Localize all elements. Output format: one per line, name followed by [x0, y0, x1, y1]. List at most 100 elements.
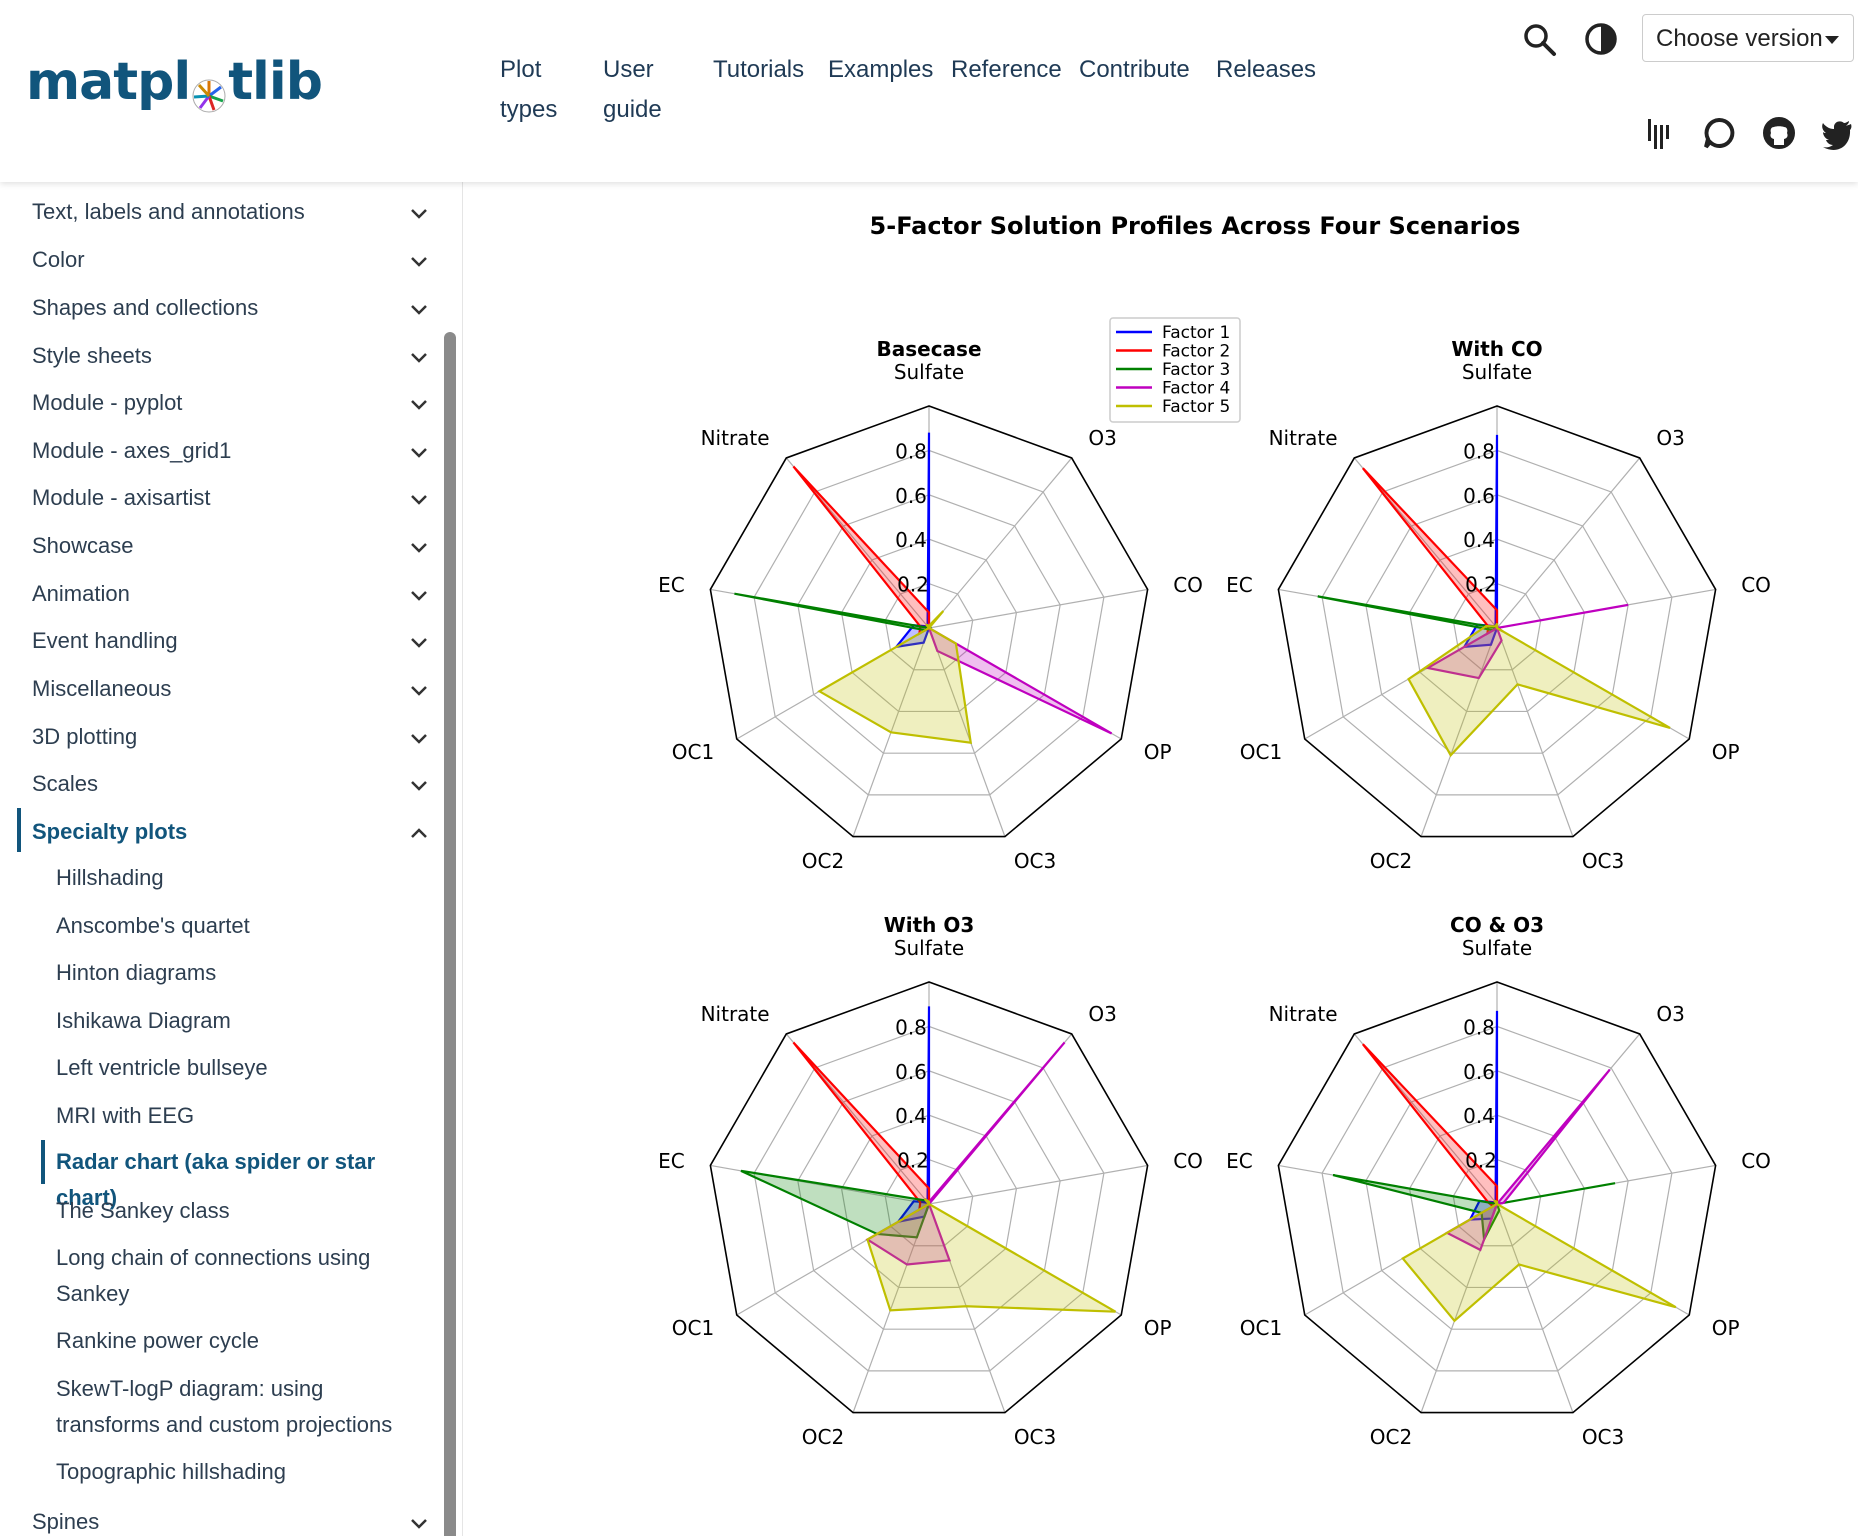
- spoke-label: OC3: [1582, 849, 1624, 873]
- sidebar-item[interactable]: Module - pyplot: [32, 390, 183, 415]
- radar-frame: [709, 981, 1149, 1414]
- nav-examples[interactable]: Examples: [828, 56, 934, 83]
- spoke-label: Nitrate: [1269, 1002, 1338, 1026]
- sidebar-subitem[interactable]: Topographic hillshading: [56, 1459, 286, 1484]
- active-page-indicator: [41, 1140, 45, 1184]
- rgrid-label: 0.6: [1463, 1060, 1495, 1084]
- rgrid-label: 0.2: [897, 1149, 929, 1173]
- chevron-down-icon[interactable]: [408, 298, 430, 320]
- spoke-label: EC: [1226, 1149, 1253, 1173]
- rgrid-label: 0.6: [895, 484, 927, 508]
- chevron-down-icon[interactable]: [408, 679, 430, 701]
- sidebar-item[interactable]: Color: [32, 247, 85, 272]
- chevron-down-icon[interactable]: [408, 488, 430, 510]
- spoke-label: OP: [1712, 740, 1740, 764]
- sidebar-item[interactable]: 3D plotting: [32, 724, 138, 749]
- spoke-line: [1496, 627, 1574, 837]
- rgrid-label: 0.8: [1463, 439, 1495, 463]
- spoke-line: [928, 588, 1148, 629]
- sidebar-item[interactable]: Module - axisartist: [32, 485, 211, 510]
- caret-down-icon: [1825, 36, 1839, 44]
- search-icon[interactable]: [1522, 22, 1558, 58]
- series-5-polygon: [1407, 623, 1671, 758]
- spoke-line: [852, 1203, 930, 1413]
- nav-tutorials[interactable]: Tutorials: [713, 56, 805, 83]
- rgrid-label: 0.2: [1465, 1149, 1497, 1173]
- chevron-down-icon[interactable]: [408, 774, 430, 796]
- sidebar-item[interactable]: Module - axes_grid1: [32, 438, 232, 463]
- spoke-label: O3: [1656, 1002, 1684, 1026]
- github-icon[interactable]: [1762, 116, 1796, 150]
- nav-contribute[interactable]: Contribute: [1079, 56, 1190, 83]
- sidebar-subitem[interactable]: MRI with EEG: [56, 1103, 195, 1128]
- sidebar-item[interactable]: Style sheets: [32, 343, 152, 368]
- chevron-down-icon[interactable]: [408, 536, 430, 558]
- nav-plot-types[interactable]: Plot types: [500, 56, 558, 123]
- sidebar-item[interactable]: Text, labels and annotations: [32, 199, 305, 224]
- rgrid-label: 0.8: [895, 1015, 927, 1039]
- series-5-polygon: [1401, 1199, 1677, 1323]
- chevron-down-icon[interactable]: [408, 631, 430, 653]
- sidebar-item[interactable]: Animation: [32, 581, 130, 606]
- sidebar-item[interactable]: Spines: [32, 1509, 100, 1534]
- spoke-label: Sulfate: [1462, 936, 1532, 960]
- spoke-label: OC1: [1240, 1316, 1282, 1340]
- sidebar-subitem[interactable]: SkewT-logP diagram: using transforms and…: [56, 1376, 393, 1437]
- sidebar-subitem-radar-chart[interactable]: Radar chart (aka spider or star chart): [56, 1149, 376, 1210]
- discourse-icon[interactable]: [1702, 116, 1736, 150]
- series-5-polygon: [866, 1197, 1117, 1313]
- matplotlib-logo[interactable]: matpl tlib: [26, 52, 323, 113]
- sidebar-nav: Text, labels and annotations Color Shape…: [0, 182, 463, 1536]
- legend-label: Factor 2: [1162, 342, 1230, 362]
- radar-frame: [1277, 981, 1717, 1414]
- spoke-label: O3: [1088, 1002, 1116, 1026]
- nav-reference[interactable]: Reference: [951, 56, 1062, 83]
- twitter-icon[interactable]: [1820, 116, 1854, 150]
- chevron-up-icon[interactable]: [408, 822, 430, 844]
- spoke-label: OP: [1712, 1316, 1740, 1340]
- spoke-label: OC3: [1014, 849, 1056, 873]
- chevron-down-icon[interactable]: [408, 202, 430, 224]
- sidebar-item[interactable]: Scales: [32, 771, 99, 796]
- main-content: 5-Factor Solution Profiles Across Four S…: [470, 182, 1858, 1536]
- figure-title: 5-Factor Solution Profiles Across Four S…: [869, 212, 1521, 240]
- sidebar-subitem[interactable]: The Sankey class: [56, 1198, 230, 1223]
- rgrid-label: 0.4: [895, 528, 927, 552]
- spoke-label: OC2: [1370, 849, 1412, 873]
- nav-releases[interactable]: Releases: [1216, 56, 1317, 83]
- sidebar-subitem[interactable]: Rankine power cycle: [56, 1328, 259, 1353]
- grid-ring: [884, 1158, 974, 1247]
- sidebar-subitem[interactable]: Hinton diagrams: [56, 960, 217, 985]
- chevron-down-icon[interactable]: [408, 1512, 430, 1534]
- sidebar-subitem[interactable]: Anscombe's quartet: [56, 913, 250, 938]
- top-navbar: matpl tlib Plot types User guide Tutorial…: [0, 0, 1858, 182]
- chevron-down-icon[interactable]: [408, 727, 430, 749]
- version-dropdown[interactable]: Choose version: [1642, 14, 1854, 62]
- spoke-label: CO: [1173, 1149, 1203, 1173]
- grid-ring: [1321, 1025, 1673, 1372]
- rgrid-label: 0.4: [1463, 1104, 1495, 1128]
- chevron-down-icon[interactable]: [408, 584, 430, 606]
- sidebar-item[interactable]: Showcase: [32, 533, 134, 558]
- theme-toggle-icon[interactable]: [1584, 22, 1618, 56]
- sidebar-subitem[interactable]: Long chain of connections using Sankey: [56, 1245, 371, 1306]
- sidebar-item[interactable]: Miscellaneous: [32, 676, 172, 701]
- spoke-label: CO: [1741, 1149, 1771, 1173]
- grid-ring: [1365, 1070, 1629, 1330]
- chevron-down-icon[interactable]: [408, 346, 430, 368]
- spoke-label: Sulfate: [1462, 360, 1532, 384]
- sidebar-subitem[interactable]: Ishikawa Diagram: [56, 1008, 231, 1033]
- sidebar-item[interactable]: Event handling: [32, 628, 178, 653]
- gitter-icon[interactable]: [1642, 116, 1676, 150]
- sidebar-item-specialty-plots[interactable]: Specialty plots: [32, 819, 188, 844]
- grid-ring: [1408, 1114, 1586, 1289]
- chevron-down-icon[interactable]: [408, 250, 430, 272]
- sidebar-scrollbar[interactable]: [444, 332, 456, 1536]
- sidebar-subitem[interactable]: Left ventricle bullseye: [56, 1055, 268, 1080]
- chevron-down-icon[interactable]: [408, 393, 430, 415]
- nav-user-guide[interactable]: User guide: [603, 56, 662, 123]
- chevron-down-icon[interactable]: [408, 441, 430, 463]
- sidebar-item[interactable]: Shapes and collections: [32, 295, 259, 320]
- grid-ring: [840, 538, 1018, 713]
- sidebar-subitem[interactable]: Hillshading: [56, 865, 164, 890]
